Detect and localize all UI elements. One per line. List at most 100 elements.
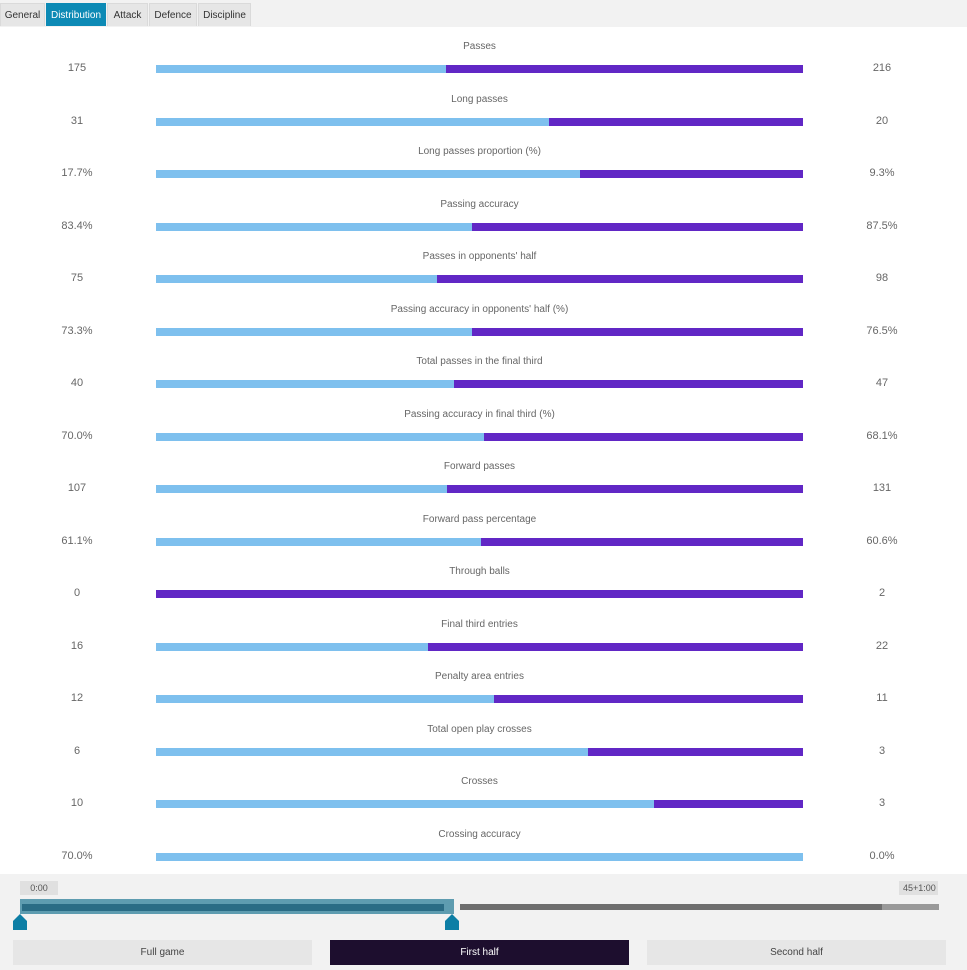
comparison-bar [156,65,803,73]
comparison-bar [156,485,803,493]
home-share-fill [156,170,580,178]
stat-row: Total open play crosses 6 3 [0,715,960,767]
first-half-button[interactable]: First half [330,940,629,965]
away-value: 20 [875,114,889,127]
home-value: 70.0% [61,849,93,862]
home-value: 16 [70,639,84,652]
stat-row: Forward pass percentage 61.1% 60.6% [0,505,960,557]
stat-row: Passing accuracy in final third (%) 70.0%… [0,400,960,452]
stat-label: Crosses [461,776,498,787]
timeline-selection-fill [22,904,444,911]
home-share-fill [156,117,549,126]
home-value: 83.4% [61,219,93,232]
comparison-bar [156,642,803,651]
stats-tab-bar: General Distribution Attack Defence Disc… [0,0,967,27]
home-value: 10 [70,797,84,809]
home-value: 73.3% [61,324,93,337]
away-value: 2 [878,587,886,599]
home-value: 61.1% [61,534,93,547]
stat-label: Passing accuracy [440,198,519,210]
home-share-fill [156,275,437,283]
timeline-end-label: 45+1:00 [899,881,938,895]
home-value: 31 [70,114,84,127]
home-share-fill [156,800,654,808]
stat-label: Long passes [451,93,508,105]
stat-row: Passes in opponents' half 75 98 [0,242,960,294]
home-value: 107 [67,482,87,494]
timeline-end-handle[interactable] [445,914,459,930]
away-value: 0.0% [869,849,895,862]
home-share-fill [156,380,454,388]
stat-row: Passes 175 216 [0,32,960,84]
stat-label: Through balls [449,566,510,577]
away-value: 131 [872,482,892,494]
stat-row: Forward passes 107 131 [0,452,960,504]
stat-label: Forward pass percentage [422,513,537,525]
tab-defence[interactable]: Defence [149,3,197,26]
second-half-button[interactable]: Second half [647,940,946,965]
home-share-fill [156,485,447,493]
tab-distribution[interactable]: Distribution [46,3,106,26]
home-value: 75 [70,272,84,284]
timeline-start-label: 0:00 [20,881,58,895]
stat-row: Total passes in the final third 40 47 [0,347,960,399]
home-value: 17.7% [61,167,93,179]
comparison-bar [156,432,803,441]
stat-label: Total open play crosses [427,723,532,735]
away-value: 9.3% [869,167,895,179]
timeline-start-handle[interactable] [13,914,27,930]
away-value: 68.1% [866,429,898,442]
tab-general[interactable]: General [0,3,45,26]
home-share-fill [156,852,803,861]
stat-label: Passing accuracy in opponents' half (%) [390,303,569,315]
full-game-button[interactable]: Full game [13,940,312,965]
away-value: 11 [876,692,888,704]
handle-marker-icon [445,914,459,930]
stat-label: Passes [463,41,496,52]
stat-row: Long passes 31 20 [0,85,960,137]
tab-attack[interactable]: Attack [107,3,148,26]
tab-discipline[interactable]: Discipline [198,3,251,26]
comparison-bar [156,222,803,231]
home-value: 6 [73,744,81,757]
handle-marker-icon [13,914,27,930]
home-share-fill [156,747,588,756]
home-value: 12 [70,692,84,704]
comparison-bar [156,380,803,388]
home-share-fill [156,65,446,73]
stat-label: Long passes proportion (%) [418,146,541,157]
stat-row: Passing accuracy in opponents' half (%) 7… [0,295,960,347]
comparison-bar [156,695,803,703]
away-value: 22 [875,639,889,652]
home-share-fill [156,327,472,336]
home-value: 70.0% [61,429,93,442]
comparison-bar [156,852,803,861]
stat-row: Passing accuracy 83.4% 87.5% [0,190,960,242]
stat-label: Passing accuracy in final third (%) [404,408,555,420]
away-value: 216 [872,62,892,74]
home-value: 175 [67,62,87,74]
comparison-bar [156,117,803,126]
stat-label: Penalty area entries [435,671,524,682]
comparison-bar [156,327,803,336]
away-value: 87.5% [866,219,898,232]
comparison-bar [156,275,803,283]
comparison-bar [156,800,803,808]
away-value: 76.5% [866,324,898,337]
timeline-track-end [882,904,939,910]
home-share-fill [156,222,472,231]
away-value: 98 [875,272,889,284]
stat-row: Long passes proportion (%) 17.7% 9.3% [0,137,960,189]
away-value: 3 [878,797,886,809]
comparison-bar [156,590,803,598]
stat-row: Through balls 0 2 [0,557,960,609]
stat-row: Penalty area entries 12 11 [0,662,960,714]
home-value: 0 [73,587,81,599]
away-value: 60.6% [866,534,898,547]
comparison-bar [156,170,803,178]
timeline-track[interactable] [460,904,939,910]
home-share-fill [156,642,428,651]
stat-row: Crossing accuracy 70.0% 0.0% [0,820,960,872]
match-timeline: 0:00 45+1:00 Full game First half Second… [0,874,967,970]
stat-row: Crosses 10 3 [0,767,960,819]
